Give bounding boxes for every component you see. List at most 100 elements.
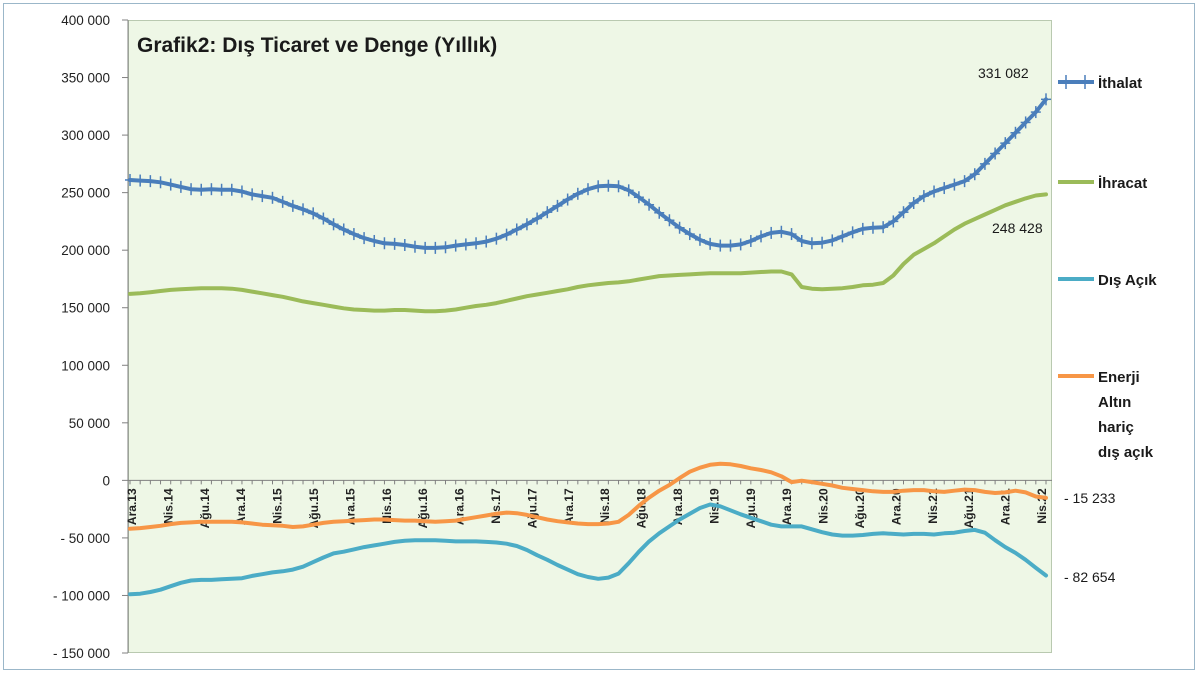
data-point-marker bbox=[959, 175, 970, 188]
data-point-marker bbox=[756, 230, 767, 243]
y-tick-label: 250 000 bbox=[61, 186, 110, 201]
data-point-marker bbox=[348, 228, 359, 241]
data-point-marker bbox=[338, 223, 349, 236]
value-annotation: - 82 654 bbox=[1064, 569, 1116, 585]
data-point-marker bbox=[583, 183, 593, 196]
data-point-marker bbox=[409, 240, 420, 253]
series-line-0 bbox=[128, 97, 1048, 250]
y-tick-label: - 150 000 bbox=[53, 646, 110, 661]
data-point-marker bbox=[308, 207, 319, 220]
data-point-marker bbox=[542, 206, 553, 219]
x-tick-label: Ara.13 bbox=[125, 488, 139, 525]
value-annotation: 331 082 bbox=[978, 65, 1029, 81]
data-point-marker bbox=[298, 203, 309, 216]
x-tick-label: Ara.14 bbox=[234, 488, 248, 525]
data-point-marker bbox=[878, 221, 889, 234]
data-point-marker bbox=[664, 214, 675, 227]
data-point-marker bbox=[888, 215, 899, 228]
data-point-marker bbox=[644, 198, 655, 211]
data-point-marker bbox=[175, 180, 186, 193]
legend-item-3: Enerji Altın hariç dış açık bbox=[1058, 369, 1154, 461]
x-tick-label: Ağu.18 bbox=[635, 488, 649, 528]
data-point-marker bbox=[399, 239, 410, 252]
legend-label: Altın bbox=[1098, 394, 1131, 411]
legend-label: hariç bbox=[1098, 419, 1134, 436]
data-point-marker bbox=[287, 199, 298, 212]
data-point-marker bbox=[226, 183, 237, 196]
data-point-marker bbox=[389, 237, 400, 250]
y-tick-label: - 100 000 bbox=[53, 588, 110, 603]
y-tick-label: 200 000 bbox=[61, 243, 110, 258]
data-point-marker bbox=[613, 180, 624, 193]
data-point-marker bbox=[817, 236, 828, 249]
data-point-marker bbox=[481, 235, 492, 248]
data-point-marker bbox=[440, 241, 451, 254]
data-point-marker bbox=[145, 175, 156, 188]
data-point-marker bbox=[186, 183, 197, 196]
legend-label: Dış Açık bbox=[1098, 272, 1157, 289]
data-point-marker bbox=[491, 232, 502, 245]
legend-label: Enerji bbox=[1098, 369, 1140, 386]
data-point-marker bbox=[562, 193, 573, 206]
data-point-marker bbox=[165, 178, 176, 191]
series-lines bbox=[125, 93, 1051, 597]
data-point-marker bbox=[1020, 116, 1031, 129]
data-point-marker bbox=[654, 206, 665, 219]
y-tick-label: 400 000 bbox=[61, 13, 110, 28]
data-point-marker bbox=[521, 218, 532, 231]
legend-item-2: Dış Açık bbox=[1058, 272, 1157, 289]
x-tick-label: Ara.20 bbox=[889, 488, 903, 525]
x-tick-label: Ağu.21 bbox=[962, 488, 976, 528]
data-point-marker bbox=[674, 221, 685, 234]
data-point-marker bbox=[267, 191, 278, 204]
data-point-marker bbox=[725, 239, 736, 252]
data-point-marker bbox=[369, 234, 380, 247]
data-point-marker bbox=[1030, 106, 1041, 119]
x-tick-label: Nis.14 bbox=[161, 488, 175, 524]
y-tick-label: 300 000 bbox=[61, 128, 110, 143]
data-point-marker bbox=[532, 212, 543, 225]
data-point-marker bbox=[990, 147, 1001, 160]
plot-area bbox=[128, 20, 1052, 653]
legend-label: İhracat bbox=[1098, 175, 1147, 192]
chart-title: Grafik2: Dış Ticaret ve Denge (Yıllık) bbox=[137, 34, 497, 57]
data-point-marker bbox=[593, 180, 604, 193]
legend-item-0: İthalat bbox=[1058, 75, 1142, 92]
value-annotation: - 15 233 bbox=[1064, 490, 1116, 506]
y-axis: 400 000 350 000 300 000 250 000 200 000 150 0… bbox=[53, 13, 129, 661]
data-point-marker bbox=[247, 188, 258, 201]
data-point-marker bbox=[929, 185, 940, 198]
data-point-marker bbox=[633, 191, 644, 204]
data-point-marker bbox=[806, 237, 817, 250]
y-tick-label: 50 000 bbox=[69, 416, 110, 431]
x-tick-label: Nis.16 bbox=[380, 488, 394, 524]
x-tick-label: Ağu.16 bbox=[416, 488, 430, 528]
x-tick-label: Ağu.20 bbox=[853, 488, 867, 528]
x-tick-label: Ağu.17 bbox=[525, 488, 539, 528]
legend-label: İthalat bbox=[1098, 75, 1142, 92]
legend-item-1: İhracat bbox=[1058, 175, 1147, 192]
data-point-marker bbox=[328, 218, 339, 231]
data-point-marker bbox=[196, 183, 207, 196]
data-point-marker bbox=[918, 190, 929, 203]
data-point-marker bbox=[135, 174, 146, 187]
y-tick-label: 100 000 bbox=[61, 358, 110, 373]
data-point-marker bbox=[1041, 93, 1051, 106]
x-tick-label: Ara.17 bbox=[562, 488, 576, 525]
data-point-marker bbox=[786, 228, 797, 241]
y-tick-label: - 50 000 bbox=[60, 531, 110, 546]
x-tick-label: Nis.22 bbox=[1035, 488, 1049, 524]
data-point-marker bbox=[277, 195, 288, 208]
series-line-3 bbox=[128, 461, 1048, 531]
data-point-marker bbox=[552, 199, 563, 212]
x-axis: Ara.13 Nis.14 Ağu.14 Ara.14 Nis.15 Ağu.15 Ara.… bbox=[125, 479, 1052, 528]
x-tick-label: Ağu.19 bbox=[744, 488, 758, 528]
data-point-marker bbox=[949, 178, 960, 191]
data-point-marker bbox=[766, 226, 777, 239]
data-point-marker bbox=[684, 228, 695, 241]
data-point-marker bbox=[694, 233, 705, 246]
data-point-marker bbox=[939, 182, 950, 195]
data-point-marker bbox=[206, 183, 217, 196]
data-point-marker bbox=[776, 225, 787, 238]
